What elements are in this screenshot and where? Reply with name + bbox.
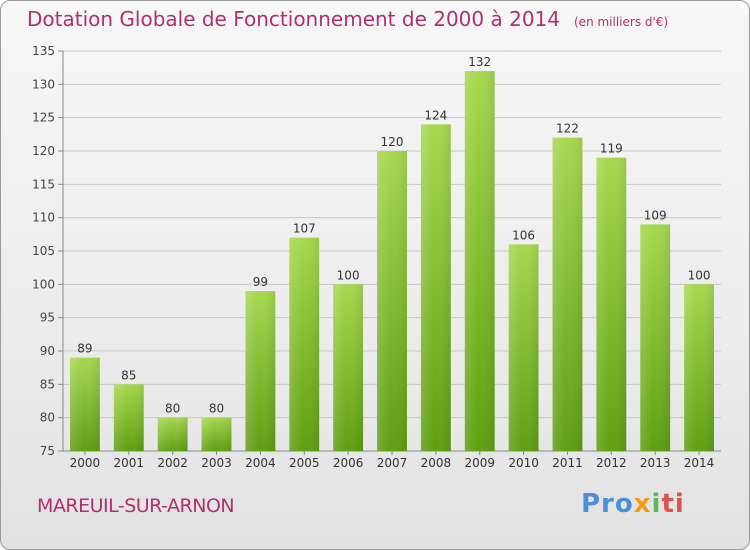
data-label-2011: 122 <box>556 122 579 136</box>
y-tick-label: 125 <box>32 111 55 125</box>
y-tick-label: 135 <box>32 44 55 58</box>
x-tick-label: 2004 <box>245 456 276 470</box>
x-tick-label: 2013 <box>640 456 671 470</box>
data-label-2003: 80 <box>209 402 224 416</box>
y-tick-label: 100 <box>32 277 55 291</box>
commune-name: MAREUIL-SUR-ARNON <box>37 495 235 517</box>
x-tick-label: 2006 <box>333 456 364 470</box>
data-label-2007: 120 <box>381 135 404 149</box>
bar-shine-2000 <box>70 357 100 451</box>
x-tick-label: 2014 <box>684 456 715 470</box>
y-tick-label: 95 <box>40 311 55 325</box>
proxiti-logo: Proxiti <box>581 489 685 519</box>
data-label-2014: 100 <box>688 268 711 282</box>
bar-shine-2009 <box>464 71 495 451</box>
x-tick-label: 2005 <box>289 456 320 470</box>
x-tick-label: 2007 <box>377 456 408 470</box>
y-tick-label: 75 <box>40 444 55 458</box>
x-tick-label: 2003 <box>201 456 232 470</box>
y-tick-label: 120 <box>32 144 55 158</box>
x-tick-label: 2009 <box>464 456 495 470</box>
x-tick-label: 2012 <box>596 456 627 470</box>
bar-shine-2003 <box>201 417 232 451</box>
bar-shine-2013 <box>640 224 671 451</box>
bar-shine-2006 <box>333 284 364 451</box>
x-tick-label: 2011 <box>552 456 583 470</box>
y-tick-label: 115 <box>32 177 55 191</box>
data-label-2004: 99 <box>253 275 268 289</box>
bar-shine-2011 <box>552 137 583 451</box>
chart-title: Dotation Globale de Fonctionnement de 20… <box>27 7 668 31</box>
y-tick-label: 90 <box>40 344 55 358</box>
chart-title-text: Dotation Globale de Fonctionnement de 20… <box>27 7 560 31</box>
data-label-2001: 85 <box>121 368 136 382</box>
bar-shine-2004 <box>245 291 276 451</box>
bar-shine-2001 <box>113 384 144 451</box>
bar-shine-2002 <box>157 417 188 451</box>
bar-shine-2005 <box>289 237 320 451</box>
bar-shine-2007 <box>377 151 407 451</box>
data-label-2005: 107 <box>293 222 316 236</box>
y-tick-label: 110 <box>32 211 55 225</box>
y-tick-label: 105 <box>32 244 55 258</box>
data-label-2013: 109 <box>644 208 667 222</box>
x-tick-label: 2008 <box>421 456 452 470</box>
data-labels: 89 85 80 80 99 107 100 120 124 132 106 122 119 109 100 <box>77 55 710 416</box>
data-label-2010: 106 <box>512 228 535 242</box>
bar-shine-2010 <box>508 244 539 451</box>
bar-shine-2012 <box>596 157 627 451</box>
axes: 75 80 85 90 95 100 105 110 115 120 125 130 135 2000 20… <box>32 44 721 470</box>
data-label-2012: 119 <box>600 142 623 156</box>
data-label-2008: 124 <box>424 108 447 122</box>
y-tick-label: 80 <box>40 411 55 425</box>
x-tick-label: 2000 <box>70 456 101 470</box>
data-label-2000: 89 <box>77 342 92 356</box>
data-label-2006: 100 <box>337 268 360 282</box>
bars <box>70 71 714 451</box>
x-tick-label: 2002 <box>157 456 188 470</box>
data-label-2002: 80 <box>165 402 180 416</box>
x-tick-label: 2010 <box>508 456 539 470</box>
y-tick-label: 85 <box>40 377 55 391</box>
data-label-2009: 132 <box>468 55 491 69</box>
chart-subtitle: (en milliers d'€) <box>574 15 669 29</box>
bar-shine-2008 <box>420 124 451 451</box>
y-tick-label: 130 <box>32 77 55 91</box>
x-tick-label: 2001 <box>114 456 145 470</box>
bar-shine-2014 <box>684 284 714 451</box>
